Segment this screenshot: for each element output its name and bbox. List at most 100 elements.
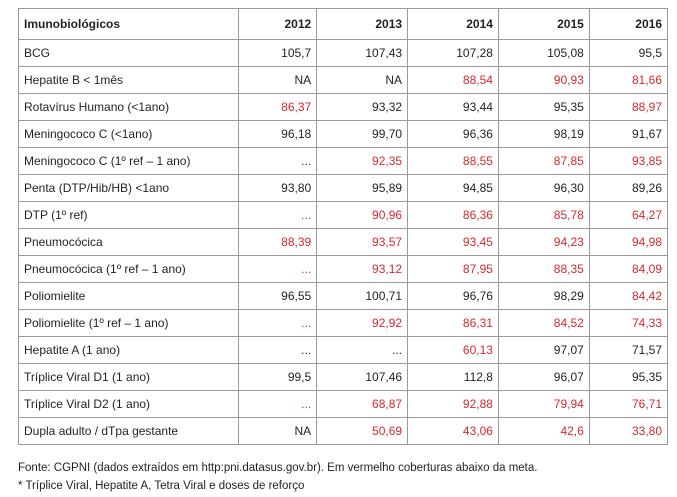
table-cell: 107,46 <box>316 363 409 391</box>
table-cell: 93,85 <box>588 147 669 175</box>
table-cell: 68,87 <box>316 390 409 418</box>
table-row: Pneumocócica (1º ref – 1 ano)... 93,12 87,… <box>18 255 669 283</box>
table-cell: 50,69 <box>316 417 409 445</box>
footnote: * Tríplice Viral, Hepatite A, Tetra Vira… <box>18 480 305 492</box>
table-cell: 64,27 <box>588 201 669 229</box>
table-cell: Tríplice Viral D1 (1 ano) <box>18 363 239 391</box>
table-cell: ... <box>237 309 318 337</box>
table-cell: 93,57 <box>316 228 409 256</box>
table-cell: 100,71 <box>316 282 409 310</box>
table-cell: Hepatite B < 1mês <box>18 66 239 94</box>
table-row: DTP (1º ref)... 90,96 86,36 85,78 64,27 <box>18 201 669 229</box>
table-cell: Penta (DTP/Hib/HB) <1ano <box>18 174 239 202</box>
table-cell: ... <box>237 336 318 364</box>
table-cell: 88,54 <box>407 66 499 94</box>
table-cell: Dupla adulto / dTpa gestante <box>18 417 239 445</box>
table-cell: Pneumocócica (1º ref – 1 ano) <box>18 255 239 283</box>
table-cell: ... <box>237 201 318 229</box>
table-cell: ... <box>237 390 318 418</box>
table-cell: 99,5 <box>237 363 318 391</box>
header-cell: 2014 <box>407 8 499 40</box>
table-row: Pneumocócica 88,39 93,57 93,45 94,23 94,98 <box>18 228 669 256</box>
table-cell: 88,97 <box>588 93 669 121</box>
table-cell: Meningococo C (1º ref – 1 ano) <box>18 147 239 175</box>
table-row: Meningococo C (<1ano) 96,18 99,70 96,36 98,1… <box>18 120 669 148</box>
table-cell: 88,35 <box>497 255 590 283</box>
table-cell: 42,6 <box>497 417 590 445</box>
table-cell: 96,76 <box>407 282 499 310</box>
table-cell: 86,31 <box>407 309 499 337</box>
table-cell: 60,13 <box>407 336 499 364</box>
table-cell: 94,85 <box>407 174 499 202</box>
table-cell: 97,07 <box>497 336 590 364</box>
table-cell: 96,07 <box>497 363 590 391</box>
table-cell: 98,29 <box>497 282 590 310</box>
header-cell: 2016 <box>588 8 669 40</box>
footnote: Fonte: CGPNI (dados extraídos em http:pn… <box>18 462 538 474</box>
table-cell: 85,78 <box>497 201 590 229</box>
table-cell: 84,09 <box>588 255 669 283</box>
table-cell: Pneumocócica <box>18 228 239 256</box>
table-cell: 88,55 <box>407 147 499 175</box>
table-cell: Tríplice Viral D2 (1 ano) <box>18 390 239 418</box>
table-cell: ... <box>237 255 318 283</box>
table-cell: 89,26 <box>588 174 669 202</box>
table-row: Tríplice Viral D1 (1 ano) 99,5 107,46 112,8… <box>18 363 669 391</box>
table-cell: 90,93 <box>497 66 590 94</box>
table-cell: 96,18 <box>237 120 318 148</box>
table-row: Rotavírus Humano (<1ano) 86,37 93,32 93,44 9… <box>18 93 669 121</box>
table-cell: 94,23 <box>497 228 590 256</box>
table-cell: 79,94 <box>497 390 590 418</box>
table-cell: 107,43 <box>316 39 409 67</box>
table-cell: 95,5 <box>588 39 669 67</box>
table-row: Meningococo C (1º ref – 1 ano)... 92,35 88… <box>18 147 669 175</box>
table-cell: 81,66 <box>588 66 669 94</box>
table-cell: 87,85 <box>497 147 590 175</box>
table-cell: 86,36 <box>407 201 499 229</box>
table-cell: 96,30 <box>497 174 590 202</box>
table-row: Poliomielite 96,55 100,71 96,76 98,29 84,42 <box>18 282 669 310</box>
table-cell: 87,95 <box>407 255 499 283</box>
table-cell: 93,12 <box>316 255 409 283</box>
table-cell: 94,98 <box>588 228 669 256</box>
table-cell: 90,96 <box>316 201 409 229</box>
table-cell: 93,45 <box>407 228 499 256</box>
table-cell: BCG <box>18 39 239 67</box>
table-cell: 71,57 <box>588 336 669 364</box>
table-cell: 84,52 <box>497 309 590 337</box>
table-row: Penta (DTP/Hib/HB) <1ano 93,80 95,89 94,85 9… <box>18 174 669 202</box>
table-cell: Hepatite A (1 ano) <box>18 336 239 364</box>
header-cell: 2013 <box>316 8 409 40</box>
table-cell: 105,7 <box>237 39 318 67</box>
table-cell: ... <box>237 147 318 175</box>
table-cell: 95,89 <box>316 174 409 202</box>
table-cell: ... <box>316 336 409 364</box>
table-cell: 88,39 <box>237 228 318 256</box>
table-cell: 95,35 <box>588 363 669 391</box>
table-row: Hepatite B < 1mês NA NA 88,54 90,93 81,66 <box>18 66 669 94</box>
table-cell: 92,92 <box>316 309 409 337</box>
table-cell: DTP (1º ref) <box>18 201 239 229</box>
header-cell: Imunobiológicos <box>18 8 239 40</box>
table-cell: 105,08 <box>497 39 590 67</box>
table-cell: 95,35 <box>497 93 590 121</box>
table-cell: 107,28 <box>407 39 499 67</box>
table-cell: 96,36 <box>407 120 499 148</box>
header-cell: 2012 <box>237 8 318 40</box>
table-cell: 92,88 <box>407 390 499 418</box>
table-cell: NA <box>316 66 409 94</box>
table-cell: 98,19 <box>497 120 590 148</box>
table-cell: 93,80 <box>237 174 318 202</box>
table-cell: Poliomielite (1º ref – 1 ano) <box>18 309 239 337</box>
table-cell: 74,33 <box>588 309 669 337</box>
table-cell: NA <box>237 66 318 94</box>
table-cell: Meningococo C (<1ano) <box>18 120 239 148</box>
table-cell: 43,06 <box>407 417 499 445</box>
table-row: Poliomielite (1º ref – 1 ano)... 92,92 86,… <box>18 309 669 337</box>
table-cell: 112,8 <box>407 363 499 391</box>
table-cell: 92,35 <box>316 147 409 175</box>
table-cell: 93,44 <box>407 93 499 121</box>
table-row: Hepatite A (1 ano)...... 60,13 97,07 71,57 <box>18 336 669 364</box>
table-cell: NA <box>237 417 318 445</box>
